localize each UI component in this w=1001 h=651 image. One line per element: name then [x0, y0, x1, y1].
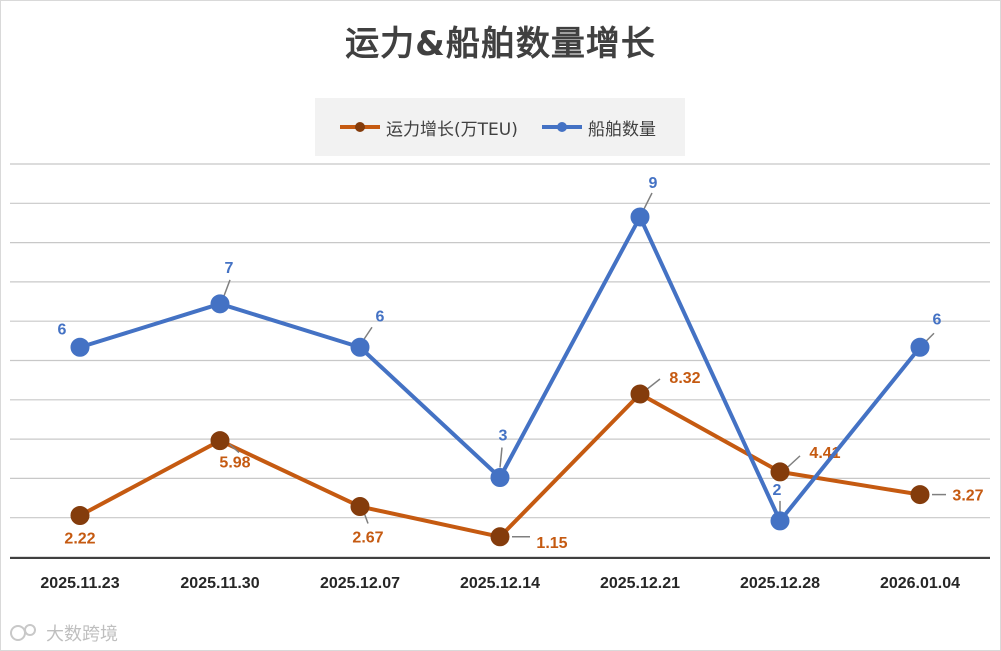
x-tick-label: 2026.01.04	[880, 575, 960, 592]
data-point	[210, 431, 230, 451]
chart-legend: 运力增长(万TEU) 船舶数量	[315, 98, 685, 156]
data-label-leader	[229, 444, 240, 454]
data-point	[490, 468, 510, 487]
data-point	[210, 294, 230, 314]
data-label-leader	[223, 279, 231, 297]
data-point	[70, 506, 90, 525]
data-point	[910, 485, 930, 505]
data-point	[70, 337, 90, 357]
legend-item-capacity: 运力增长(万TEU)	[340, 115, 518, 140]
x-tick-label: 2025.12.14	[460, 575, 540, 592]
data-label-leader	[925, 332, 935, 342]
data-label: 2.22	[64, 531, 95, 548]
watermark: 大数跨境	[10, 620, 118, 646]
data-point	[630, 384, 650, 404]
legend-swatch-ships	[542, 117, 582, 137]
data-label-leader	[363, 326, 373, 340]
data-point	[350, 337, 370, 357]
data-label: 5.98	[219, 455, 250, 472]
watermark-text: 大数跨境	[46, 624, 118, 645]
x-tick-label: 2025.11.30	[180, 575, 259, 592]
data-label: 2	[773, 482, 782, 499]
watermark-logo-icon	[10, 624, 36, 641]
data-label: 9	[649, 175, 658, 192]
data-label-leader	[643, 192, 653, 210]
x-tick-label: 2025.11.23	[40, 575, 119, 592]
data-label: 6	[933, 311, 942, 328]
x-tick-label: 2025.12.21	[600, 575, 680, 592]
data-label: 6	[58, 321, 67, 338]
legend-label-ships: 船舶数量	[588, 119, 656, 140]
data-label-leader	[645, 378, 661, 391]
data-point	[630, 207, 650, 227]
legend-label-capacity: 运力增长(万TEU)	[386, 119, 518, 140]
data-point	[350, 497, 370, 517]
data-label: 2.67	[352, 530, 383, 547]
data-label: 6	[376, 308, 385, 325]
x-tick-label: 2025.12.07	[320, 575, 400, 592]
legend-swatch-capacity	[340, 117, 380, 137]
data-point	[490, 527, 510, 547]
legend-item-ships: 船舶数量	[542, 115, 656, 140]
data-point	[770, 462, 790, 482]
data-point	[910, 337, 930, 357]
data-label-leader	[787, 455, 801, 468]
data-label-leader	[499, 447, 503, 468]
data-label: 7	[225, 260, 234, 277]
data-point	[770, 511, 790, 531]
data-label: 3	[499, 428, 508, 445]
data-label: 8.32	[669, 370, 700, 387]
data-label: 1.15	[536, 535, 567, 552]
chart-title: 运力&船舶数量增长	[345, 24, 656, 64]
data-label: 3.27	[952, 488, 983, 505]
x-tick-label: 2025.12.28	[740, 575, 820, 592]
